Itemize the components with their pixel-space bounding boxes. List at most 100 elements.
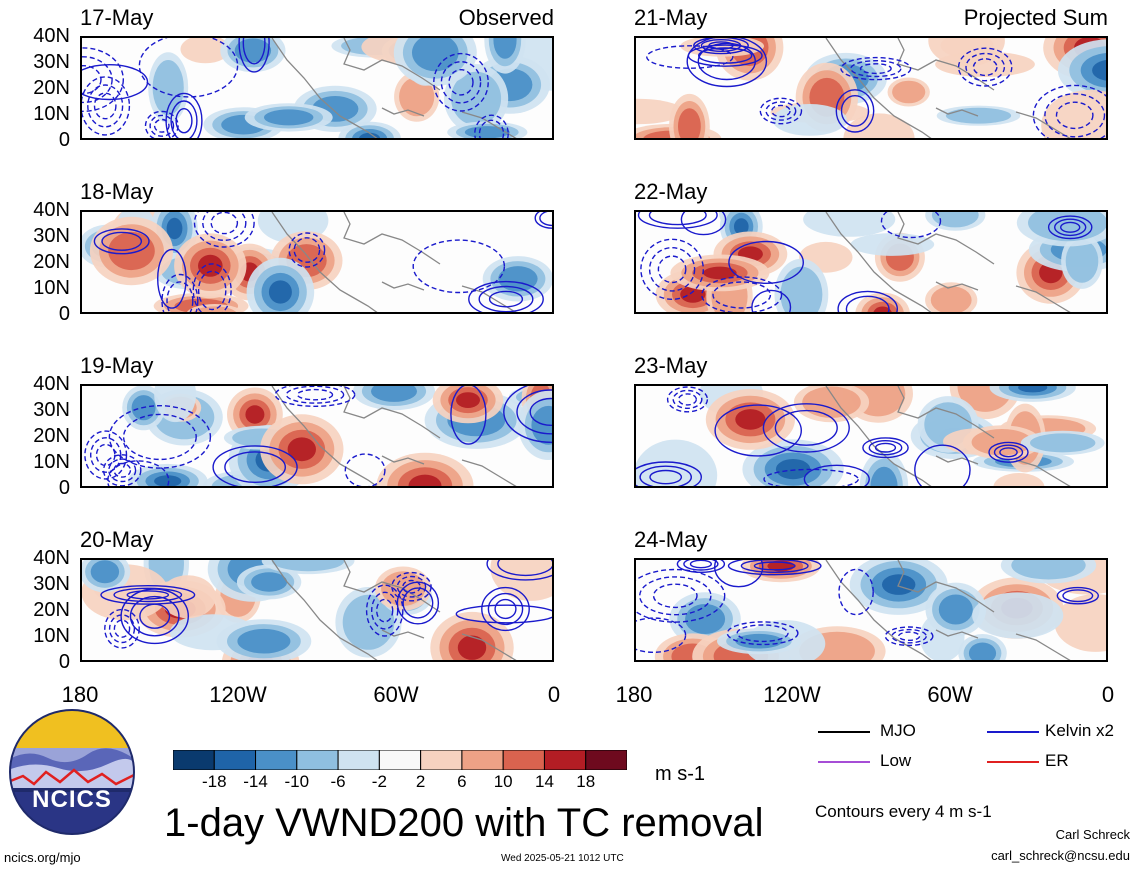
kelvin-contour bbox=[652, 583, 698, 609]
kelvin-contour bbox=[402, 579, 421, 594]
colorbar-swatch bbox=[420, 749, 463, 771]
legend-line-mjo bbox=[818, 731, 870, 733]
kelvin-contour bbox=[1056, 586, 1099, 605]
kelvin-contour bbox=[636, 617, 687, 653]
latitude-tick: 20N bbox=[33, 77, 70, 99]
colorbar-swatch bbox=[543, 749, 587, 771]
latitude-tick: 30N bbox=[33, 399, 70, 421]
kelvin-contour bbox=[82, 64, 149, 101]
map-panel bbox=[80, 558, 554, 662]
kelvin-contour bbox=[637, 212, 718, 229]
positive-anomaly-shading bbox=[993, 473, 1045, 486]
positive-anomaly-shading bbox=[678, 108, 701, 138]
positive-anomaly-shading bbox=[457, 635, 487, 660]
latitude-tick: 10N bbox=[33, 625, 70, 647]
kelvin-contour bbox=[639, 465, 692, 486]
colorbar-units: m s-1 bbox=[655, 763, 705, 785]
coastline bbox=[271, 38, 517, 138]
coastline bbox=[271, 386, 517, 486]
panel-date: 20-May bbox=[80, 527, 154, 552]
kelvin-contour bbox=[101, 231, 143, 251]
colorbar-swatch bbox=[502, 749, 545, 771]
positive-anomaly-shading bbox=[408, 474, 442, 486]
figure-title: 1-day VWND200 with TC removal bbox=[164, 801, 764, 845]
negative-anomaly-shading bbox=[775, 459, 811, 480]
positive-anomaly-shading bbox=[1041, 89, 1106, 138]
negative-anomaly-shading bbox=[268, 280, 292, 304]
kelvin-contour bbox=[108, 405, 212, 469]
legend-line-low bbox=[818, 761, 870, 763]
positive-anomaly-shading bbox=[245, 405, 265, 424]
colorbar-swatch bbox=[378, 749, 422, 771]
map-panel bbox=[634, 210, 1108, 314]
coastline bbox=[825, 212, 1071, 312]
negative-anomaly-shading bbox=[166, 217, 183, 240]
latitude-tick: 30N bbox=[33, 573, 70, 595]
kelvin-contour bbox=[113, 587, 183, 603]
kelvin-contour bbox=[771, 104, 791, 118]
map-field bbox=[84, 386, 552, 486]
kelvin-contour bbox=[153, 118, 170, 133]
kelvin-contour bbox=[402, 587, 434, 619]
kelvin-contour bbox=[999, 447, 1018, 458]
kelvin-contour bbox=[82, 56, 113, 104]
negative-anomaly-shading bbox=[271, 560, 345, 572]
kelvin-contour bbox=[144, 110, 179, 138]
kelvin-contour bbox=[157, 248, 187, 309]
kelvin-contour bbox=[835, 89, 875, 133]
negative-anomaly-shading bbox=[1011, 560, 1086, 580]
kelvin-contour bbox=[1054, 218, 1087, 237]
negative-anomaly-shading bbox=[493, 38, 517, 59]
panel-date: 17-May bbox=[80, 5, 154, 30]
latitude-tick: 0 bbox=[58, 303, 70, 325]
footer-email[interactable]: carl_schreck@ncsu.edu bbox=[991, 848, 1130, 863]
kelvin-contour bbox=[478, 285, 534, 312]
negative-anomaly-shading bbox=[870, 466, 898, 486]
contour-interval-note: Contours every 4 m s-1 bbox=[815, 802, 992, 821]
negative-anomaly-shading bbox=[850, 233, 935, 256]
kelvin-contour bbox=[376, 598, 394, 623]
kelvin-contour bbox=[93, 92, 117, 120]
positive-anomaly-shading bbox=[399, 77, 435, 117]
kelvin-contour bbox=[100, 585, 196, 605]
latitude-tick: 30N bbox=[33, 51, 70, 73]
coastline bbox=[271, 212, 517, 312]
map-field bbox=[636, 560, 1106, 660]
positive-anomaly-shading bbox=[802, 386, 861, 418]
kelvin-contour bbox=[649, 469, 683, 485]
kelvin-contour bbox=[837, 290, 898, 312]
latitude-tick: 10N bbox=[33, 103, 70, 125]
colorbar-swatches bbox=[172, 749, 628, 771]
longitude-tick: 60W bbox=[927, 682, 973, 707]
kelvin-contour bbox=[486, 560, 552, 581]
kelvin-contour bbox=[880, 212, 942, 239]
panel-tag: Projected Sum bbox=[963, 5, 1108, 30]
kelvin-contour bbox=[700, 38, 742, 53]
positive-anomaly-shading bbox=[456, 392, 480, 408]
longitude-tick: 180 bbox=[61, 682, 99, 707]
negative-anomaly-shading bbox=[412, 38, 459, 72]
colorbar bbox=[172, 749, 628, 771]
kelvin-contour bbox=[697, 42, 757, 81]
footer-url[interactable]: ncics.org/mjo bbox=[4, 850, 81, 865]
positive-anomaly-shading bbox=[873, 306, 892, 312]
kelvin-contour bbox=[238, 38, 270, 73]
kelvin-contour bbox=[503, 386, 552, 443]
kelvin-contour bbox=[448, 68, 474, 96]
kelvin-contour bbox=[753, 561, 796, 571]
coastline bbox=[825, 560, 1071, 660]
kelvin-contour bbox=[296, 388, 334, 401]
kelvin-contour bbox=[175, 107, 193, 134]
kelvin-contour bbox=[840, 95, 870, 127]
positive-anomaly-shading bbox=[935, 51, 1035, 77]
kelvin-contour bbox=[481, 586, 530, 632]
negative-anomaly-shading bbox=[803, 212, 896, 237]
colorbar-swatch bbox=[296, 749, 339, 771]
kelvin-contour bbox=[868, 440, 903, 456]
colorbar-swatch bbox=[255, 749, 298, 771]
kelvin-contour bbox=[765, 101, 797, 121]
kelvin-contour bbox=[636, 461, 702, 486]
kelvin-contour bbox=[534, 212, 552, 229]
latitude-tick: 30N bbox=[33, 225, 70, 247]
negative-anomaly-shading bbox=[371, 386, 417, 402]
